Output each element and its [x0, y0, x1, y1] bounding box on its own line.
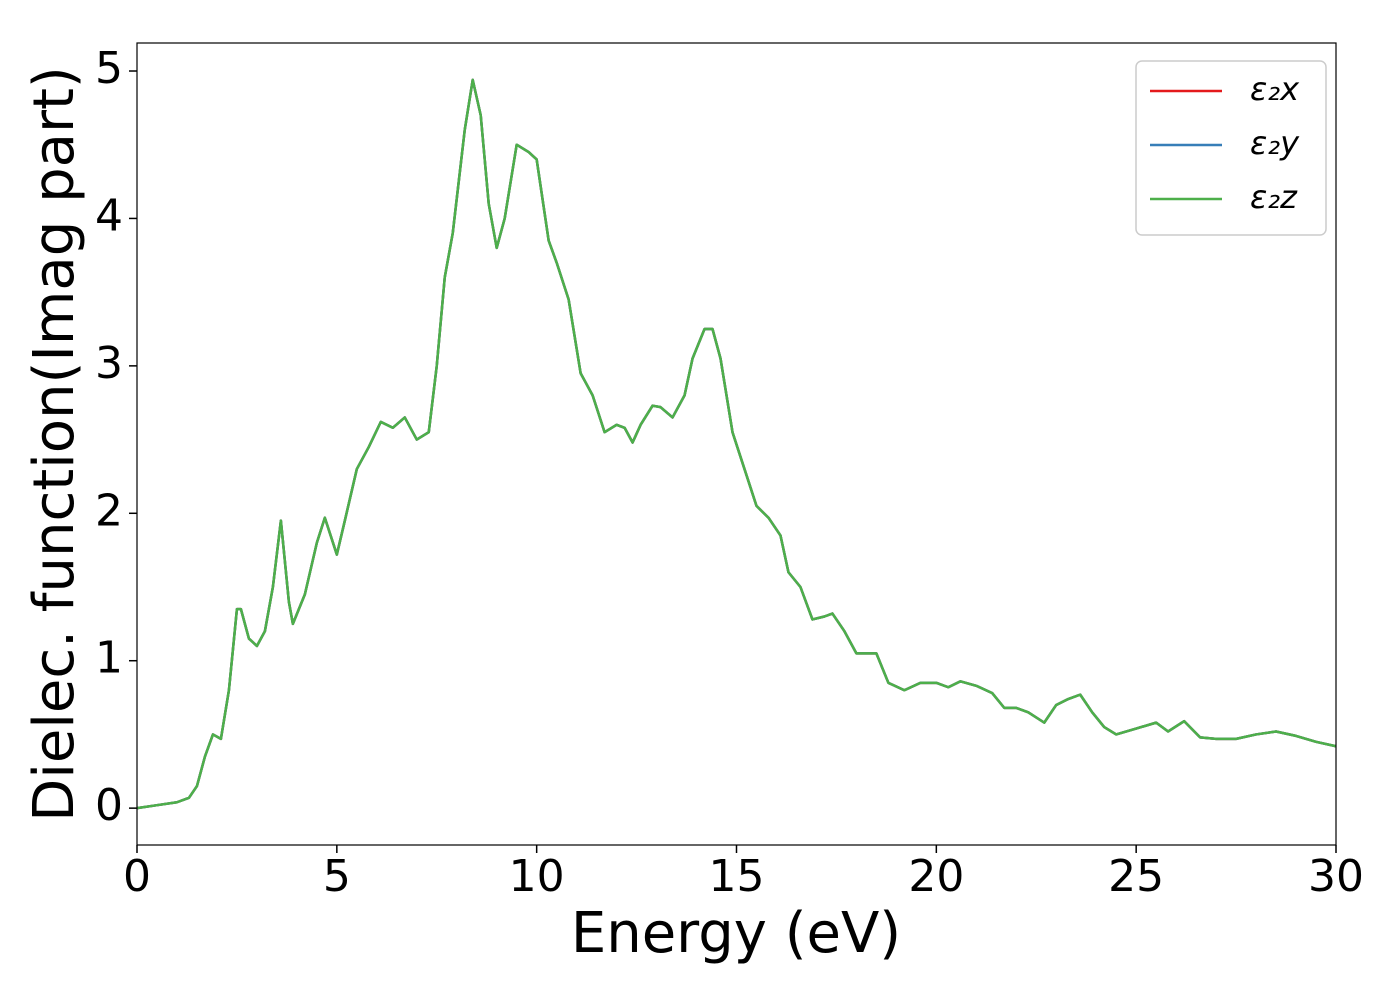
- y-axis-label: Dielec. function(Imag part): [22, 66, 87, 822]
- y-tick-label: 0: [95, 780, 123, 831]
- legend-label: ε₂z: [1250, 178, 1298, 216]
- x-tick-label: 25: [1108, 851, 1164, 902]
- legend-box: [1135, 60, 1327, 236]
- x-axis-label: Energy (eV): [571, 901, 901, 966]
- x-tick-label: 10: [509, 851, 565, 902]
- legend-label: ε₂x: [1250, 70, 1300, 108]
- x-tick-label: 15: [709, 851, 765, 902]
- y-tick-label: 2: [95, 485, 123, 536]
- x-tick-label: 30: [1308, 851, 1364, 902]
- line: [136, 78, 1337, 810]
- plot-frame: [136, 42, 1337, 846]
- y-tick-label: 1: [95, 633, 123, 684]
- y-tick-label: 5: [95, 43, 123, 94]
- x-tick-label: 0: [123, 851, 151, 902]
- y-tick-label: 4: [95, 190, 123, 241]
- legend-label: ε₂y: [1250, 124, 1300, 162]
- x-tick-label: 5: [323, 851, 351, 902]
- x-tick-label: 20: [908, 851, 964, 902]
- y-tick-label: 3: [95, 338, 123, 389]
